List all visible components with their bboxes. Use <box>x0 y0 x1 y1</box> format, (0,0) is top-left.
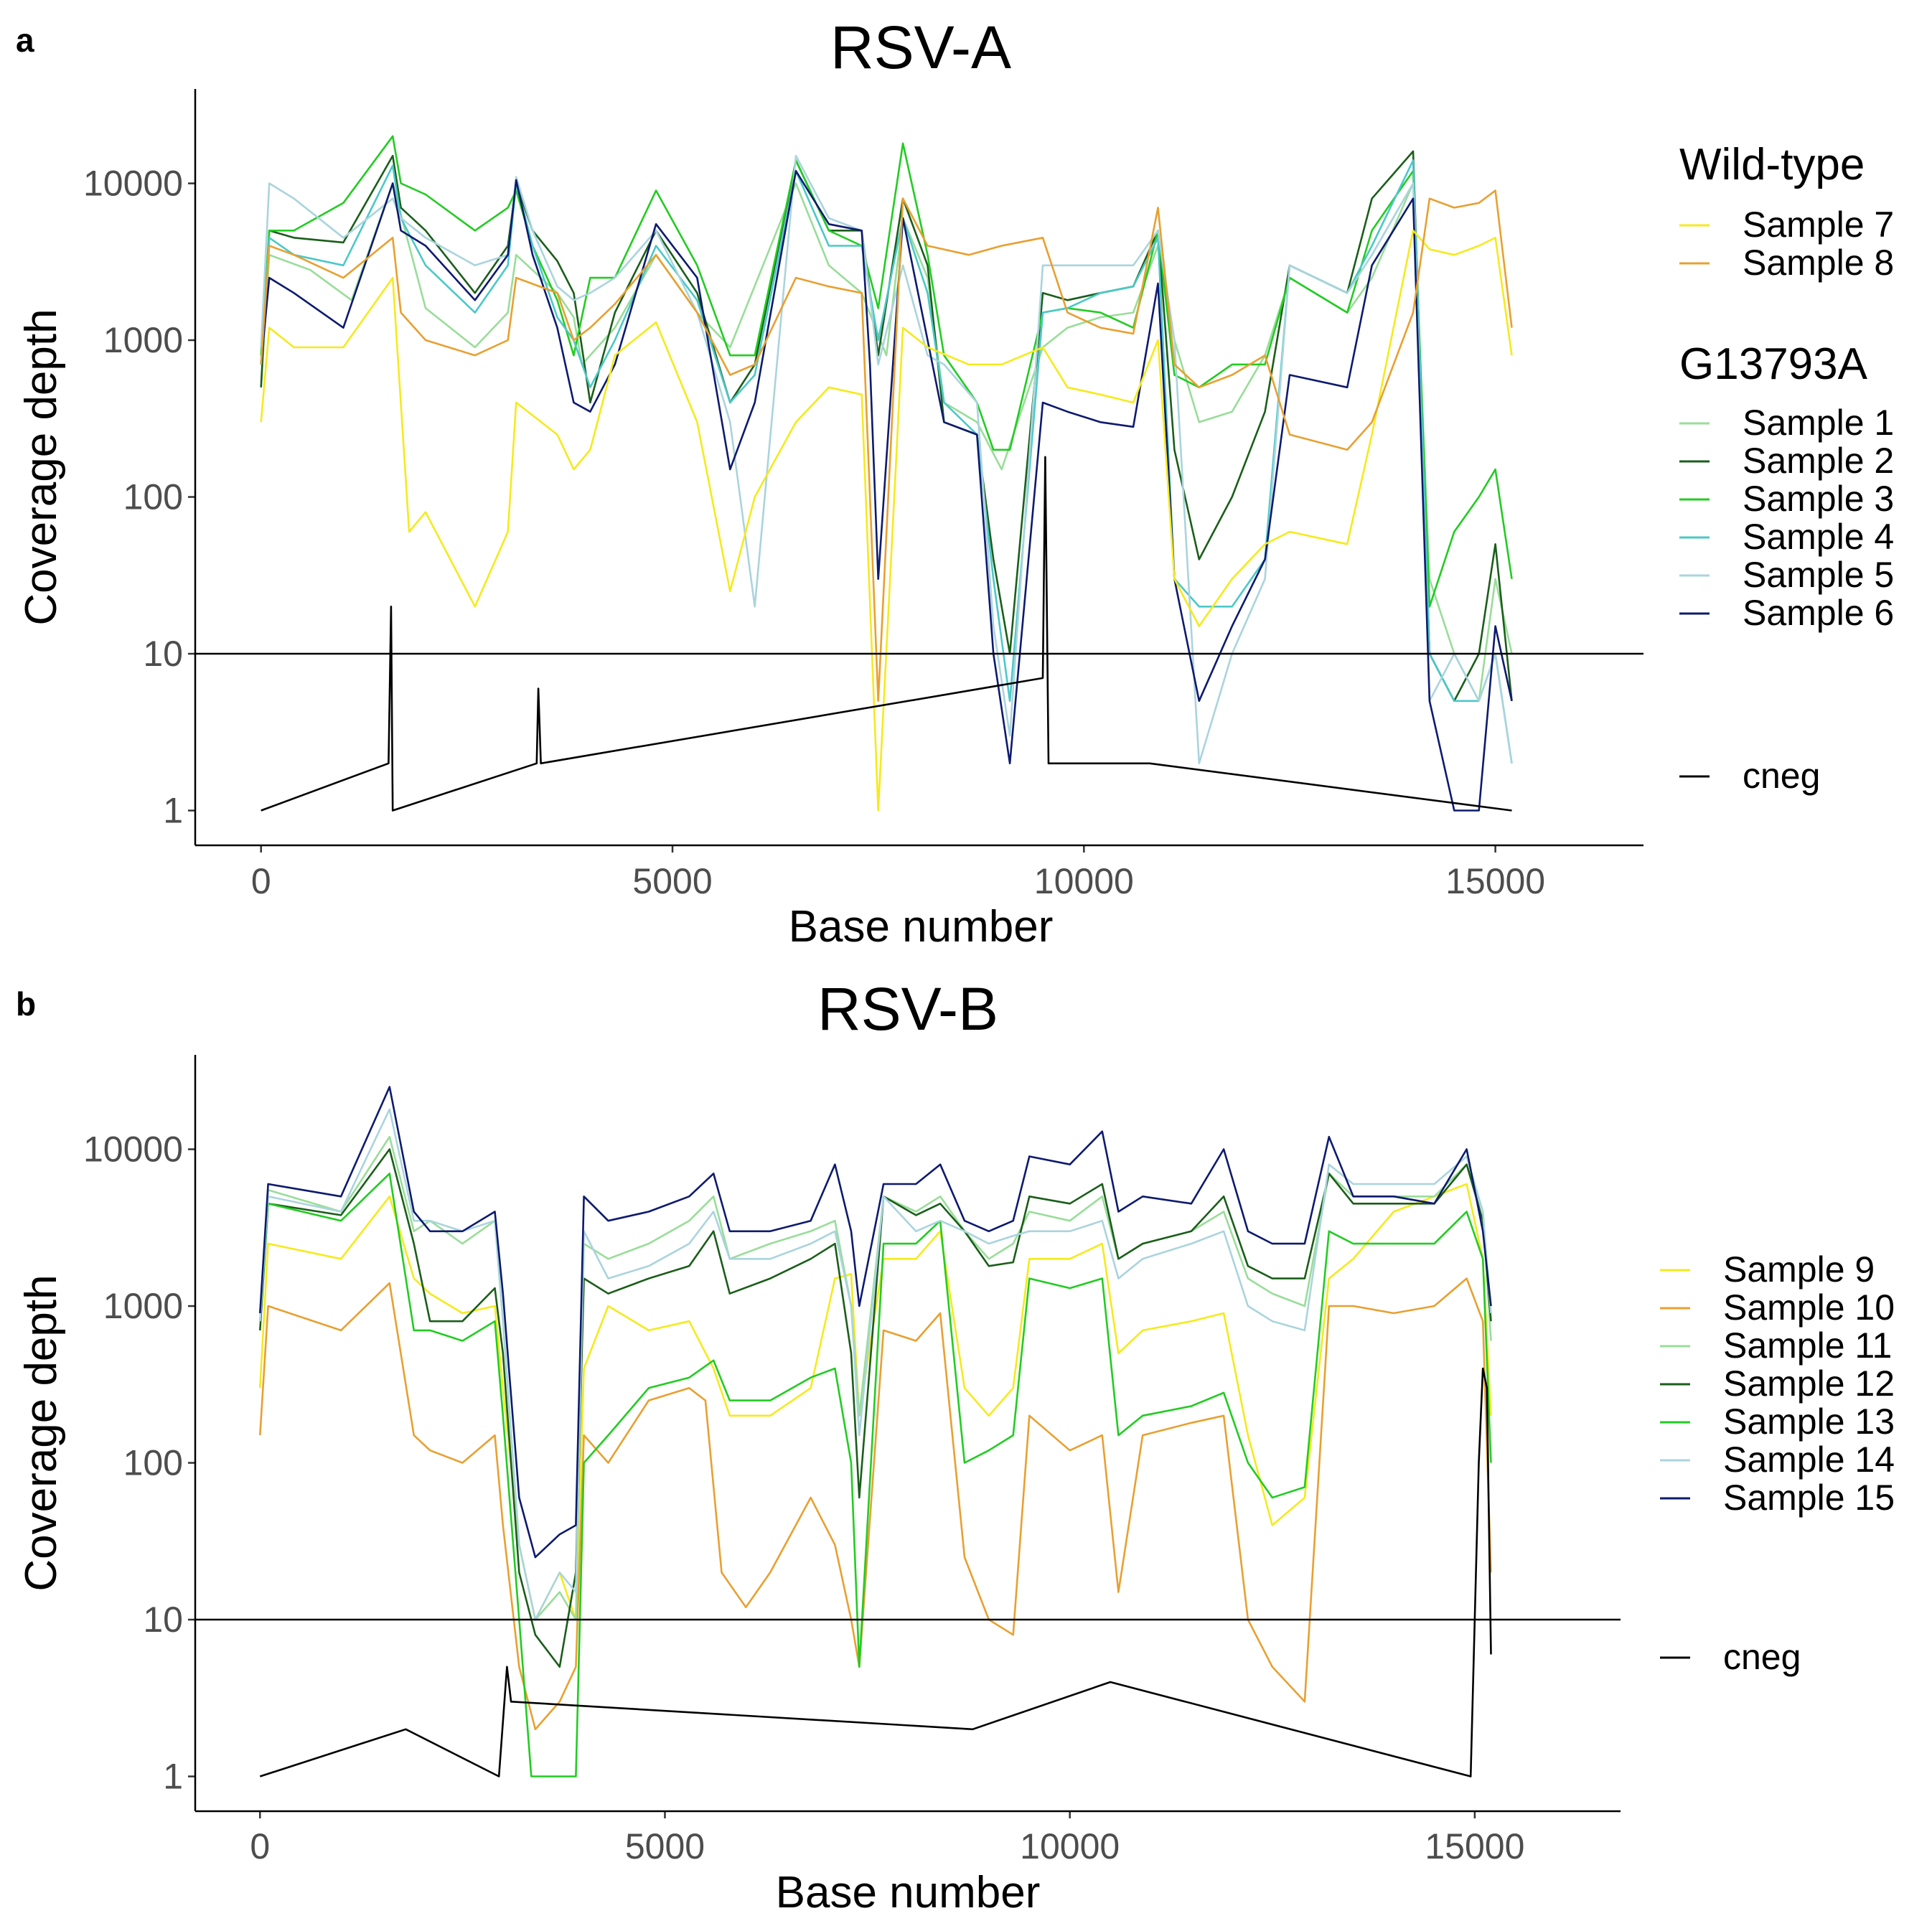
panel-b-x-axis-title: Base number <box>776 1868 1041 1917</box>
panel-b-legend-label-cneg: cneg <box>1723 1637 1801 1677</box>
panel-b-y-tick-label: 1000 <box>103 1286 183 1326</box>
panel-a-legend-label-sample-5: Sample 5 <box>1743 555 1894 595</box>
panel-b-legend-label-sample-10: Sample 10 <box>1723 1287 1895 1328</box>
panel-b-y-tick-label: 10000 <box>83 1129 183 1170</box>
panel-a: a RSV-A 1 10 100 1000 10000 0 5000 10000 15000 B… <box>16 14 1894 952</box>
panel-a-y-tick-label: 100 <box>123 477 183 517</box>
panel-b-legend-label-sample-13: Sample 13 <box>1723 1401 1895 1442</box>
panel-b: b RSV-B 1 10 100 1000 10000 0 5000 10000 15000 B… <box>16 975 1895 1917</box>
panel-b-plot-area: 1 10 100 1000 10000 0 5000 10000 15000 <box>83 1086 1621 1866</box>
panel-a-legend-label-sample-1: Sample 1 <box>1743 403 1894 443</box>
panel-b-series-sample-13 <box>259 1173 1492 1777</box>
panel-b-x-tick-label: 0 <box>250 1826 270 1866</box>
panel-a-x-tick-label: 15000 <box>1445 861 1545 901</box>
panel-a-series-cneg <box>261 456 1512 812</box>
panel-a-x-tick-label: 10000 <box>1034 861 1134 901</box>
panel-a-x-tick-label: 5000 <box>632 861 712 901</box>
panel-a-plot-area: 1 10 100 1000 10000 0 5000 10000 15000 <box>83 135 1643 901</box>
panel-b-series-sample-12 <box>259 1148 1492 1668</box>
panel-a-label: a <box>16 22 34 59</box>
panel-b-x-tick-label: 5000 <box>625 1826 705 1866</box>
panel-a-legend-label-sample-8: Sample 8 <box>1743 243 1894 283</box>
panel-b-x-tick-label: 15000 <box>1425 1826 1524 1866</box>
panel-b-series-cneg <box>259 1367 1492 1777</box>
panel-b-y-axis-title: Coverage depth <box>17 1274 66 1591</box>
panel-a-series-sample-5 <box>260 154 1513 765</box>
panel-a-legend-title: Wild-type <box>1679 140 1865 189</box>
panel-b-legend-label-sample-12: Sample 12 <box>1723 1363 1895 1404</box>
panel-a-y-tick-label: 1 <box>163 791 183 831</box>
panel-a-legend-label-sample-6: Sample 6 <box>1743 593 1894 633</box>
panel-b-legend-label-sample-9: Sample 9 <box>1723 1249 1875 1290</box>
panel-a-series-sample-3 <box>260 135 1513 608</box>
panel-a-y-axis-title: Coverage depth <box>17 309 66 625</box>
panel-b-legend-label-sample-11: Sample 11 <box>1723 1325 1892 1366</box>
panel-a-series-sample-6 <box>260 169 1513 812</box>
panel-a-legend-label-sample-4: Sample 4 <box>1743 517 1894 557</box>
panel-a-y-tick-label: 1000 <box>103 320 183 360</box>
panel-a-x-axis-title: Base number <box>789 902 1054 952</box>
panel-b-series-sample-15 <box>259 1086 1492 1559</box>
panel-b-legend-label-sample-15: Sample 15 <box>1723 1478 1895 1518</box>
panel-a-y-tick-label: 10000 <box>83 164 183 204</box>
panel-b-legend-label-sample-14: Sample 14 <box>1723 1439 1895 1480</box>
panel-b-y-tick-label: 100 <box>123 1443 183 1483</box>
panel-a-legend-title: G13793A <box>1679 339 1868 389</box>
panel-a-legend-label-cneg: cneg <box>1743 756 1820 796</box>
panel-b-series-sample-14 <box>259 1108 1492 1621</box>
panel-b-y-tick-label: 10 <box>143 1600 183 1640</box>
panel-a-y-tick-label: 10 <box>143 634 183 674</box>
panel-b-series-sample-10 <box>259 1277 1492 1731</box>
panel-a-series-sample-7 <box>260 229 1513 812</box>
panel-b-y-tick-label: 1 <box>163 1757 183 1797</box>
panel-a-title: RSV-A <box>830 14 1011 81</box>
panel-b-label: b <box>16 985 36 1023</box>
panel-b-x-tick-label: 10000 <box>1020 1826 1120 1866</box>
panel-b-title: RSV-B <box>817 975 998 1043</box>
panel-a-x-tick-label: 0 <box>251 861 271 901</box>
panel-a-series-sample-8 <box>260 189 1513 703</box>
panel-a-legend-label-sample-3: Sample 3 <box>1743 479 1894 519</box>
panel-a-legend-label-sample-7: Sample 7 <box>1743 205 1894 245</box>
panel-a-legend-label-sample-2: Sample 2 <box>1743 441 1894 481</box>
